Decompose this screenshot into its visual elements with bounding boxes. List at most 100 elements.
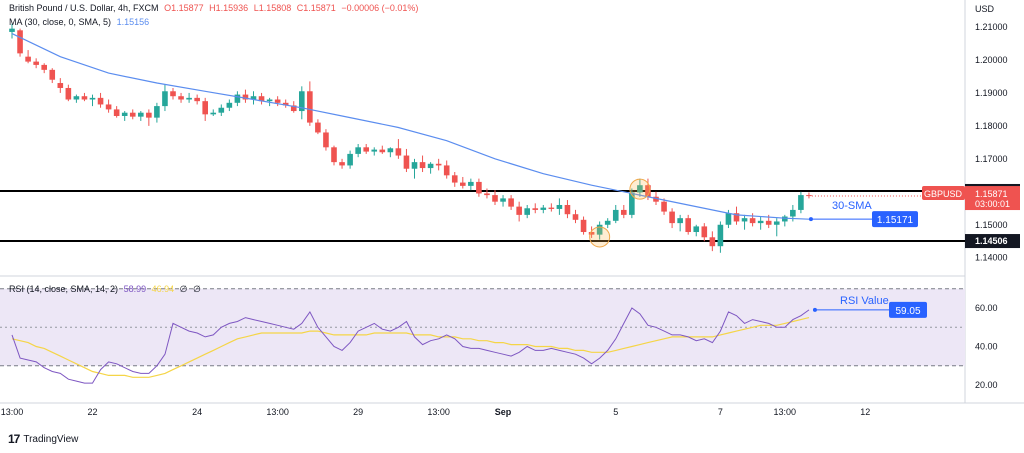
footer-brand[interactable]: 17 TradingView bbox=[8, 432, 78, 446]
candle-body[interactable] bbox=[524, 208, 530, 215]
candle-body[interactable] bbox=[653, 196, 659, 202]
candlesticks[interactable] bbox=[9, 23, 812, 253]
candle-body[interactable] bbox=[250, 96, 257, 100]
candle-body[interactable] bbox=[588, 232, 595, 235]
candle-body[interactable] bbox=[427, 163, 434, 169]
candle-body[interactable] bbox=[765, 220, 772, 225]
candle-body[interactable] bbox=[266, 99, 273, 102]
candle-body[interactable] bbox=[661, 201, 667, 212]
candle-body[interactable] bbox=[411, 162, 418, 169]
candle-body[interactable] bbox=[315, 122, 321, 133]
candle-body[interactable] bbox=[41, 64, 47, 70]
candle-body[interactable] bbox=[355, 147, 361, 154]
candle-body[interactable] bbox=[701, 226, 708, 238]
candle-body[interactable] bbox=[81, 96, 88, 100]
candle-body[interactable] bbox=[629, 192, 635, 215]
candle-body[interactable] bbox=[274, 99, 281, 103]
candle-body[interactable] bbox=[162, 91, 168, 107]
candle-body[interactable] bbox=[178, 96, 184, 100]
candle-body[interactable] bbox=[782, 216, 788, 222]
candle-body[interactable] bbox=[290, 105, 297, 112]
candle-body[interactable] bbox=[596, 224, 603, 235]
candle-body[interactable] bbox=[363, 147, 369, 152]
candle-body[interactable] bbox=[556, 204, 563, 209]
candle-body[interactable] bbox=[403, 155, 410, 169]
horizontal-levels[interactable] bbox=[0, 189, 965, 243]
candle-body[interactable] bbox=[210, 112, 217, 115]
candle-body[interactable] bbox=[97, 97, 104, 105]
candle-body[interactable] bbox=[89, 97, 96, 100]
candle-body[interactable] bbox=[484, 193, 490, 196]
candle-body[interactable] bbox=[242, 94, 249, 100]
candle-body[interactable] bbox=[339, 162, 345, 166]
candle-body[interactable] bbox=[709, 237, 716, 247]
candle-body[interactable] bbox=[170, 91, 176, 97]
candle-body[interactable] bbox=[395, 148, 402, 156]
candle-body[interactable] bbox=[218, 107, 225, 113]
time-axis[interactable]: 13:00 22 24 13:00 29 13:00 Sep 5 7 13:00 12 bbox=[1, 407, 871, 417]
candle-body[interactable] bbox=[725, 213, 732, 225]
candle-body[interactable] bbox=[226, 102, 233, 108]
candle-body[interactable] bbox=[733, 213, 740, 222]
candle-body[interactable] bbox=[154, 106, 160, 118]
candle-body[interactable] bbox=[323, 132, 329, 148]
candle-body[interactable] bbox=[492, 195, 498, 202]
candle-body[interactable] bbox=[17, 30, 23, 54]
candle-body[interactable] bbox=[773, 221, 780, 225]
candle-body[interactable] bbox=[258, 96, 265, 102]
candle-body[interactable] bbox=[604, 220, 611, 225]
candle-body[interactable] bbox=[435, 163, 442, 166]
candle-body[interactable] bbox=[307, 91, 313, 123]
candle-body[interactable] bbox=[33, 61, 39, 65]
candle-body[interactable] bbox=[677, 218, 683, 224]
candle-body[interactable] bbox=[387, 148, 394, 153]
candle-body[interactable] bbox=[451, 175, 458, 183]
candle-body[interactable] bbox=[798, 195, 804, 210]
candle-body[interactable] bbox=[717, 224, 724, 247]
candle-body[interactable] bbox=[57, 83, 64, 88]
candle-body[interactable] bbox=[468, 181, 474, 186]
candle-body[interactable] bbox=[645, 185, 651, 197]
candle-body[interactable] bbox=[540, 207, 547, 210]
candle-body[interactable] bbox=[105, 104, 112, 110]
candle-body[interactable] bbox=[121, 112, 128, 116]
candle-body[interactable] bbox=[580, 219, 587, 233]
candle-body[interactable] bbox=[790, 209, 796, 217]
candle-body[interactable] bbox=[138, 112, 144, 117]
candle-body[interactable] bbox=[806, 195, 812, 197]
candle-body[interactable] bbox=[65, 87, 72, 100]
candle-body[interactable] bbox=[202, 101, 208, 115]
candle-body[interactable] bbox=[548, 207, 555, 209]
candle-body[interactable] bbox=[757, 220, 764, 224]
candle-body[interactable] bbox=[282, 102, 289, 106]
candle-body[interactable] bbox=[234, 94, 241, 103]
candle-body[interactable] bbox=[419, 162, 426, 169]
candle-body[interactable] bbox=[572, 214, 579, 220]
candle-body[interactable] bbox=[347, 153, 353, 166]
candle-body[interactable] bbox=[516, 206, 522, 215]
candle-body[interactable] bbox=[508, 198, 514, 207]
candle-body[interactable] bbox=[500, 198, 506, 202]
candle-body[interactable] bbox=[612, 209, 619, 221]
candle-body[interactable] bbox=[669, 211, 675, 224]
candle-body[interactable] bbox=[564, 204, 571, 215]
candle-body[interactable] bbox=[49, 69, 56, 80]
candle-body[interactable] bbox=[299, 91, 305, 112]
candle-body[interactable] bbox=[25, 56, 31, 62]
candle-body[interactable] bbox=[331, 147, 337, 163]
candle-body[interactable] bbox=[749, 218, 756, 224]
candle-body[interactable] bbox=[460, 182, 466, 186]
candle-body[interactable] bbox=[532, 208, 539, 210]
candle-body[interactable] bbox=[113, 109, 120, 116]
candle-body[interactable] bbox=[146, 112, 152, 118]
candle-body[interactable] bbox=[9, 28, 15, 32]
candle-body[interactable] bbox=[685, 218, 691, 233]
candle-body[interactable] bbox=[371, 149, 378, 152]
candle-body[interactable] bbox=[693, 226, 700, 233]
candle-body[interactable] bbox=[129, 112, 136, 117]
candle-body[interactable] bbox=[443, 165, 450, 176]
candle-body[interactable] bbox=[741, 218, 748, 222]
candle-body[interactable] bbox=[73, 96, 80, 100]
candle-body[interactable] bbox=[476, 181, 482, 194]
